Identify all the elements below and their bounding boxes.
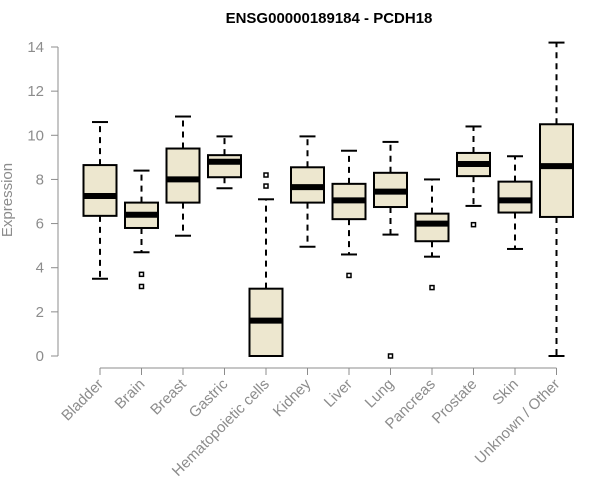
y-tick-label: 12	[27, 83, 44, 100]
box-group	[248, 172, 284, 357]
category-label: Bladder	[58, 376, 107, 425]
chart-title: ENSG00000189184 - PCDH18	[226, 10, 433, 27]
y-axis: 0 2 4 6 8 10 12 14	[27, 39, 59, 365]
y-tick-label: 0	[36, 348, 44, 365]
y-tick-label: 10	[27, 127, 44, 144]
y-axis-label: Expression	[0, 163, 16, 237]
y-tick-label: 4	[36, 260, 44, 277]
outlier-point	[346, 272, 352, 279]
box-group	[290, 135, 325, 248]
category-label: Kidney	[270, 375, 315, 420]
box-group	[82, 121, 118, 280]
box-iqr	[82, 164, 118, 217]
box-group	[539, 41, 574, 357]
box-group	[207, 135, 242, 190]
box-iqr	[497, 180, 533, 214]
outlier-point	[387, 353, 394, 359]
box-iqr	[165, 147, 201, 204]
box-iqr	[414, 212, 450, 243]
box-group	[165, 115, 201, 237]
box-group	[124, 169, 159, 290]
y-tick-label: 8	[36, 171, 44, 188]
y-tick-label: 2	[36, 304, 44, 321]
category-label: Brain	[112, 376, 149, 413]
box-group	[373, 140, 408, 359]
outlier-point	[429, 284, 435, 291]
box-group	[414, 178, 450, 291]
category-label: Lung	[362, 376, 398, 412]
box-group	[456, 125, 491, 228]
box-group	[331, 149, 367, 279]
box-iqr	[207, 154, 242, 179]
outlier-point	[263, 183, 269, 189]
box-iqr	[539, 123, 574, 218]
outlier-point	[470, 221, 477, 228]
category-label: Liver	[321, 376, 356, 411]
y-tick-label: 14	[27, 39, 44, 56]
category-label: Skin	[489, 376, 522, 409]
y-tick-label: 6	[36, 216, 44, 233]
outlier-point	[263, 172, 269, 178]
category-label: Breast	[147, 375, 190, 418]
plot-area	[82, 41, 574, 359]
outlier-point	[138, 271, 145, 278]
category-label: Prostate	[429, 376, 481, 428]
outlier-point	[138, 283, 145, 290]
box-group	[497, 155, 533, 250]
